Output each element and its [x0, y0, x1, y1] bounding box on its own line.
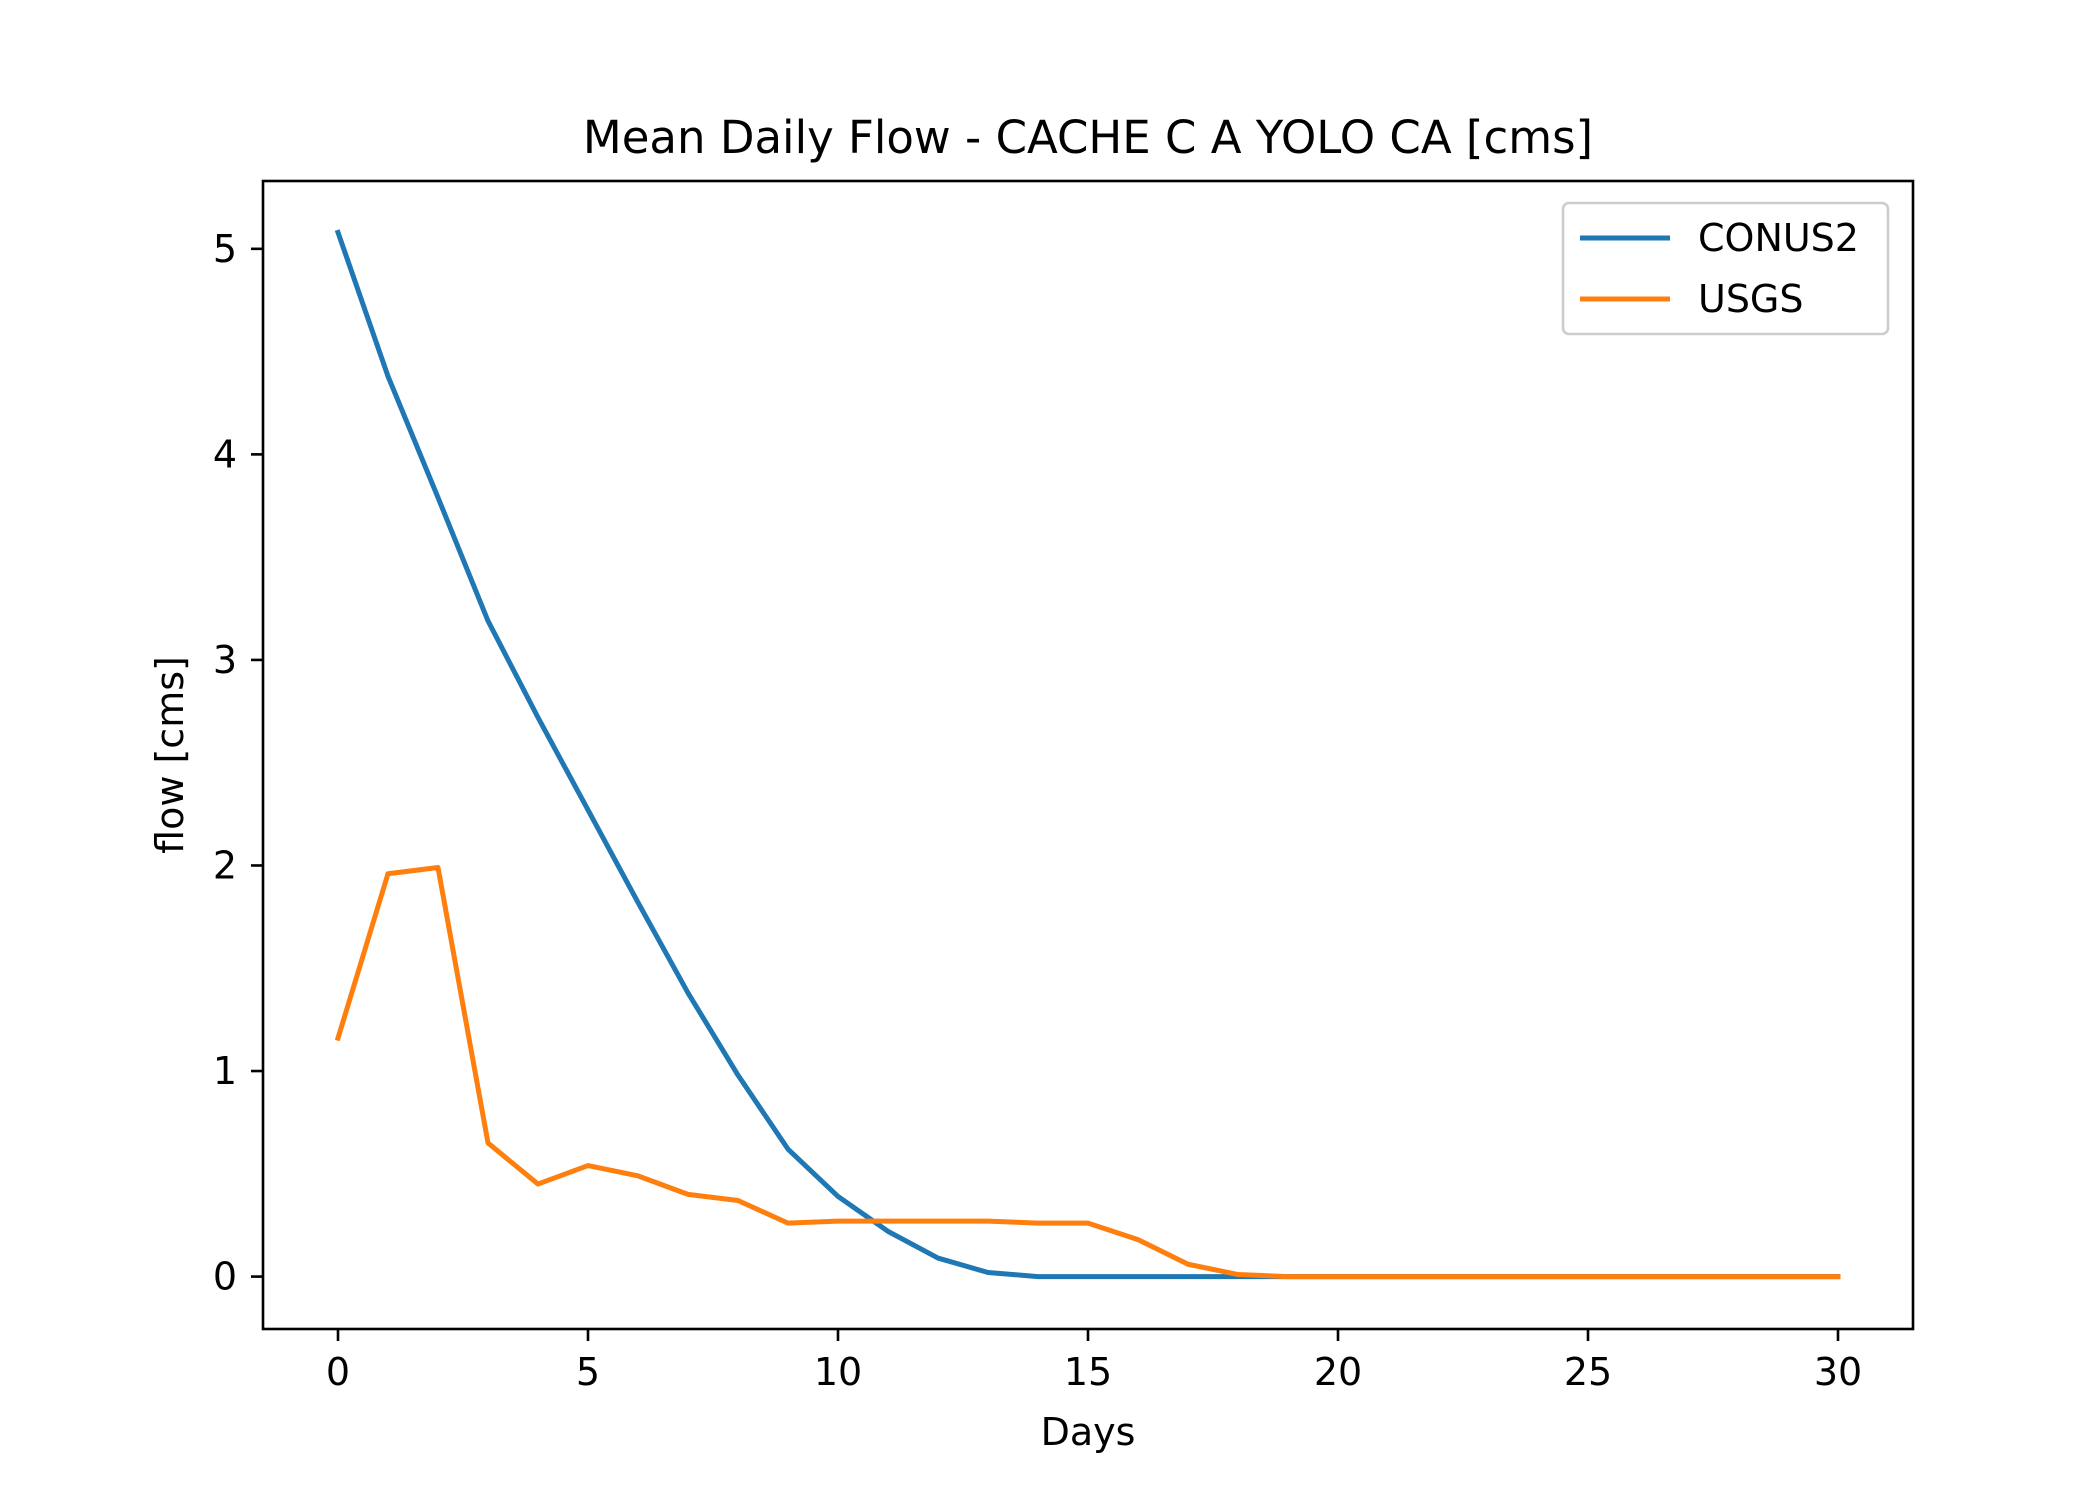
x-tick-label: 15 — [1064, 1350, 1112, 1394]
legend-label-usgs: USGS — [1698, 277, 1804, 321]
y-tick-label: 5 — [213, 227, 237, 271]
x-tick-label: 5 — [576, 1350, 600, 1394]
chart-title: Mean Daily Flow - CACHE C A YOLO CA [cms… — [583, 111, 1593, 164]
legend-label-conus2: CONUS2 — [1698, 216, 1859, 260]
legend: CONUS2 USGS — [1561, 201, 1890, 336]
x-tick-label: 25 — [1564, 1350, 1612, 1394]
y-tick-label: 3 — [213, 638, 237, 682]
x-axis-label: Days — [1041, 1410, 1136, 1454]
y-tick-label: 4 — [213, 432, 237, 476]
x-tick-label: 30 — [1814, 1350, 1862, 1394]
series-layer — [334, 229, 1841, 1280]
y-tick-label: 1 — [213, 1049, 237, 1093]
y-tick-label: 2 — [213, 843, 237, 887]
x-tick-label: 0 — [326, 1350, 350, 1394]
ticks-layer: 0 5 10 15 20 25 30 0 1 2 3 4 5 — [213, 227, 1862, 1394]
x-tick-label: 20 — [1314, 1350, 1362, 1394]
y-axis-label: flow [cms] — [148, 656, 192, 854]
y-tick-label: 0 — [213, 1255, 237, 1299]
x-tick-label: 10 — [814, 1350, 862, 1394]
series-line-usgs — [334, 865, 1841, 1280]
